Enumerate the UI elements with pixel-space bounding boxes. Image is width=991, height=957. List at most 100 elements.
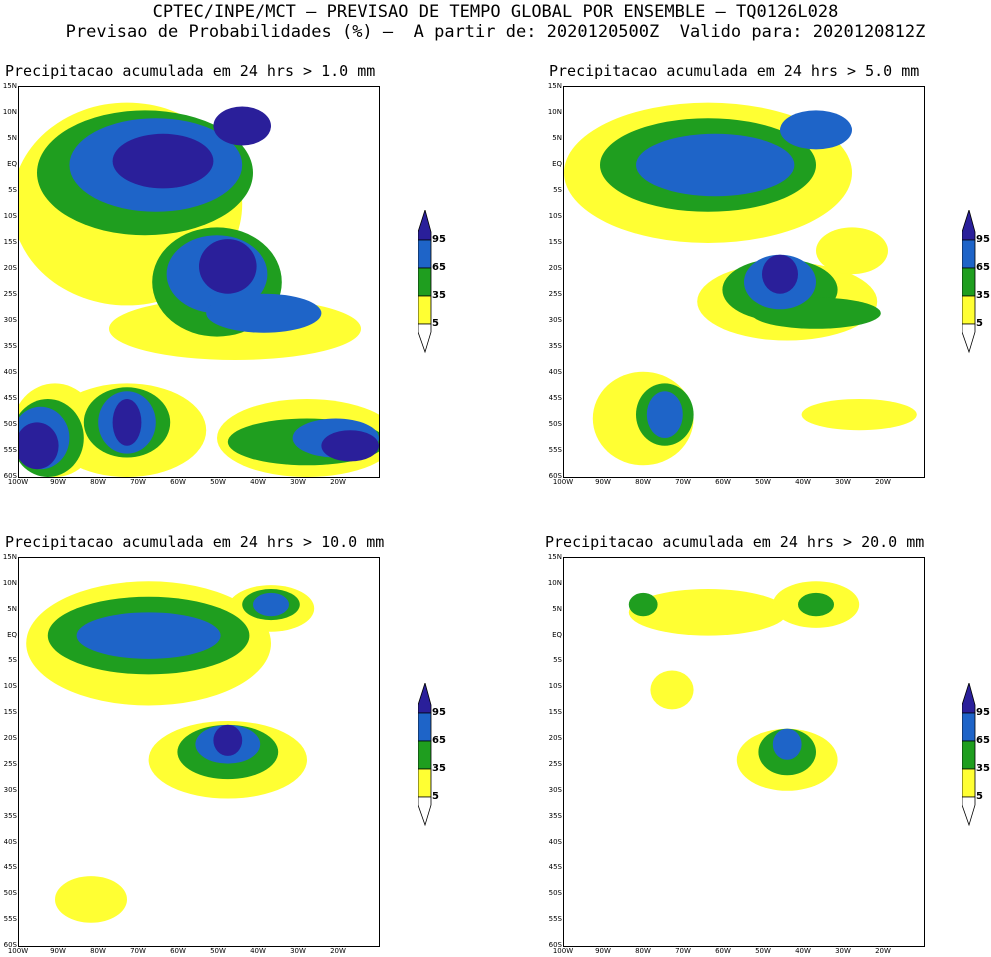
lat-tick-label: 20S — [548, 264, 562, 272]
lat-tick-label: 50S — [548, 889, 562, 898]
lat-tick-label: 10S — [548, 212, 562, 220]
probability-area-p95 — [213, 724, 243, 756]
lon-tick-label: 100W — [552, 478, 574, 486]
lat-tick-label: 50S — [3, 420, 17, 428]
lat-tick-label: 45S — [548, 394, 562, 402]
lon-tick-label: 30W — [290, 478, 306, 486]
lat-tick-label: 5N — [552, 134, 562, 142]
legend-swatch-lowest — [417, 323, 432, 354]
probability-area-p95 — [112, 399, 142, 446]
lon-tick-label: 40W — [795, 947, 811, 955]
lat-tick-label: 55S — [3, 915, 17, 924]
lon-tick-label: 60W — [715, 947, 731, 955]
legend-label: 65 — [432, 262, 446, 273]
lat-tick-label: 35S — [3, 811, 17, 820]
legend-label: 95 — [432, 234, 446, 245]
lon-tick-label: 90W — [595, 947, 611, 955]
lat-tick-label: 40S — [548, 368, 562, 376]
legend-swatch-p65 — [417, 712, 432, 742]
legend-swatch-p95 — [417, 681, 432, 714]
lat-tick-label: 30S — [3, 785, 17, 794]
panel-title: Precipitacao acumulada em 24 hrs > 20.0 … — [545, 533, 925, 551]
south-america-coastline — [98, 601, 328, 927]
lat-tick-label: 5N — [7, 604, 17, 613]
lat-tick-label: 5S — [553, 656, 562, 665]
lat-tick-label: 30S — [3, 316, 17, 324]
lon-tick-label: 50W — [210, 947, 226, 955]
map-panel — [563, 557, 925, 947]
map-panel — [18, 557, 380, 947]
legend-label: 5 — [976, 791, 983, 802]
lat-tick-label: 10S — [548, 682, 562, 691]
probability-area-p35 — [628, 592, 658, 617]
lon-tick-label: 90W — [50, 478, 66, 486]
probability-area-p35 — [798, 592, 834, 617]
lat-tick-label: 25S — [3, 759, 17, 768]
lat-tick-label: 40S — [3, 368, 17, 376]
legend-swatch-p65 — [961, 712, 976, 742]
lat-tick-label: 60S — [548, 472, 562, 480]
legend-colorbar — [961, 208, 976, 354]
lat-tick-label: 40S — [3, 837, 17, 846]
lat-tick-label: 10N — [547, 108, 562, 116]
lat-tick-label: 5S — [8, 656, 17, 665]
probability-area-p95 — [762, 254, 798, 294]
lat-tick-label: 30S — [548, 785, 562, 794]
lat-tick-label: 45S — [548, 863, 562, 872]
figure-title: CPTEC/INPE/MCT — PREVISAO DE TEMPO GLOBA… — [152, 2, 839, 22]
lat-tick-label: 25S — [3, 290, 17, 298]
figure-subtitle: Previsao de Probabilidades (%) — A parti… — [65, 22, 926, 42]
lat-tick-label: 10N — [547, 578, 562, 587]
lon-tick-label: 50W — [755, 478, 771, 486]
legend-swatch-p5 — [961, 768, 976, 798]
legend-colorbar — [961, 681, 976, 827]
lat-tick-label: 35S — [548, 811, 562, 820]
legend-swatch-p35 — [417, 740, 432, 770]
lon-tick-label: 20W — [875, 478, 891, 486]
probability-area-p5 — [801, 398, 917, 431]
legend-swatch-lowest — [961, 323, 976, 354]
lon-tick-label: 70W — [675, 947, 691, 955]
lat-tick-label: 15N — [2, 553, 17, 561]
central-america-coastline — [564, 574, 661, 621]
central-america-coastline — [564, 103, 661, 150]
legend-swatch-p5 — [417, 295, 432, 325]
lon-tick-label: 80W — [90, 478, 106, 486]
lon-tick-label: 30W — [835, 947, 851, 955]
lon-tick-label: 70W — [130, 478, 146, 486]
lon-tick-label: 90W — [595, 478, 611, 486]
lon-tick-label: 40W — [795, 478, 811, 486]
legend-label: 95 — [976, 234, 990, 245]
lat-tick-label: 15S — [3, 708, 17, 717]
lon-tick-label: 80W — [635, 478, 651, 486]
lat-tick-label: 20S — [3, 734, 17, 743]
lon-tick-label: 60W — [170, 947, 186, 955]
lat-tick-label: 30S — [548, 316, 562, 324]
lat-tick-label: 50S — [548, 420, 562, 428]
panel-title: Precipitacao acumulada em 24 hrs > 5.0 m… — [549, 62, 920, 80]
legend-swatch-p95 — [417, 208, 432, 241]
lat-tick-label: 15S — [548, 238, 562, 246]
legend-label: 65 — [976, 735, 990, 746]
probability-area-p65 — [206, 293, 322, 333]
lat-tick-label: 25S — [548, 290, 562, 298]
south-america-coastline — [643, 601, 873, 927]
south-america-coastline — [643, 130, 873, 458]
probability-map — [19, 558, 379, 946]
legend-label: 5 — [432, 318, 439, 329]
legend-label: 35 — [432, 290, 446, 301]
legend-swatch-p65 — [417, 239, 432, 269]
lon-tick-label: 30W — [290, 947, 306, 955]
probability-area-p65 — [646, 391, 683, 438]
central-america-coastline — [19, 103, 116, 150]
probability-area-p95 — [19, 422, 59, 470]
legend-label: 95 — [432, 707, 446, 718]
lat-tick-label: 15N — [2, 82, 17, 90]
legend-swatch-lowest — [417, 796, 432, 827]
legend-label: 65 — [432, 735, 446, 746]
lat-tick-label: 5S — [553, 186, 562, 194]
probability-area-p95 — [321, 430, 379, 462]
lon-tick-label: 90W — [50, 947, 66, 955]
legend-swatch-p65 — [961, 239, 976, 269]
color-legend: 95 65 35 5 — [961, 208, 991, 355]
